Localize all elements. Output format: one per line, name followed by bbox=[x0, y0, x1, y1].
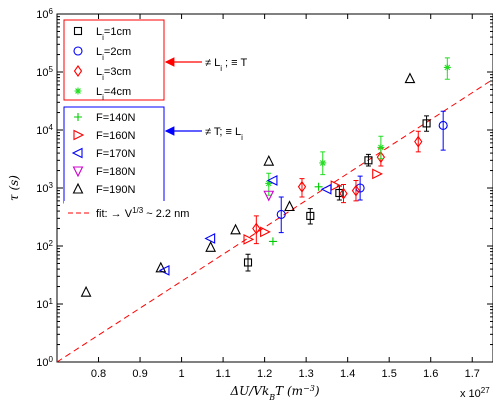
legend-label: F=170N bbox=[96, 148, 135, 160]
series-triangle-right bbox=[244, 169, 382, 243]
legend-marker bbox=[75, 88, 82, 95]
error-bar bbox=[279, 197, 284, 233]
error-bar bbox=[416, 131, 421, 152]
data-point bbox=[322, 185, 331, 194]
error-bar bbox=[358, 176, 363, 200]
data-point bbox=[269, 237, 277, 245]
data-point bbox=[444, 64, 451, 71]
error-bar bbox=[337, 186, 342, 200]
data-point bbox=[377, 144, 384, 151]
data-point bbox=[206, 234, 215, 243]
data-point bbox=[319, 159, 326, 166]
data-point bbox=[231, 225, 240, 234]
series-triangle-left bbox=[160, 176, 331, 275]
legend-label: F=160N bbox=[96, 130, 135, 142]
x-tick-label: 1.3 bbox=[298, 368, 313, 380]
legend-label: F=190N bbox=[96, 184, 135, 196]
x-tick-label: 1.7 bbox=[465, 368, 480, 380]
annotation-force: ≠ T; ≡ Li bbox=[205, 126, 243, 142]
legend-fit-label: fit: → V1/3 ~ 2.2 nm bbox=[96, 206, 189, 221]
data-point bbox=[206, 242, 215, 251]
y-tick-label: 104 bbox=[36, 123, 53, 138]
error-bar bbox=[254, 216, 259, 244]
legend-label: F=140N bbox=[96, 112, 135, 124]
data-point bbox=[373, 169, 382, 178]
error-bar bbox=[308, 209, 313, 224]
x-tick-label: 1.2 bbox=[257, 368, 272, 380]
y-tick-label: 101 bbox=[36, 297, 53, 312]
y-tick-label: 106 bbox=[36, 7, 53, 22]
series-circle bbox=[277, 111, 447, 232]
x-tick-label: 1.4 bbox=[340, 368, 355, 380]
legend-label: F=180N bbox=[96, 166, 135, 178]
error-bar bbox=[441, 111, 446, 150]
data-point bbox=[264, 156, 273, 165]
x-tick-label: 1.6 bbox=[423, 368, 438, 380]
x-axis-title: ΔU/VkBT (m−3) bbox=[229, 384, 319, 402]
data-point bbox=[405, 74, 414, 83]
y-tick-label: 103 bbox=[36, 181, 53, 196]
y-tick-label: 100 bbox=[36, 355, 53, 370]
data-point bbox=[82, 287, 91, 296]
x-tick-label: 0.8 bbox=[91, 368, 106, 380]
x-tick-label: 1.5 bbox=[382, 368, 397, 380]
x-axis-multiplier: x 1027 bbox=[460, 386, 490, 401]
error-bar bbox=[424, 116, 429, 131]
y-tick-label: 102 bbox=[36, 239, 53, 254]
x-tick-label: 0.9 bbox=[132, 368, 147, 380]
x-tick-label: 1 bbox=[179, 368, 185, 380]
y-axis-title: τ (s) bbox=[7, 175, 21, 201]
y-tick-label: 105 bbox=[36, 65, 53, 80]
x-tick-label: 1.1 bbox=[215, 368, 230, 380]
annotation-length: ≠ Li ; ≡ T bbox=[205, 57, 247, 73]
error-bar bbox=[246, 254, 251, 271]
